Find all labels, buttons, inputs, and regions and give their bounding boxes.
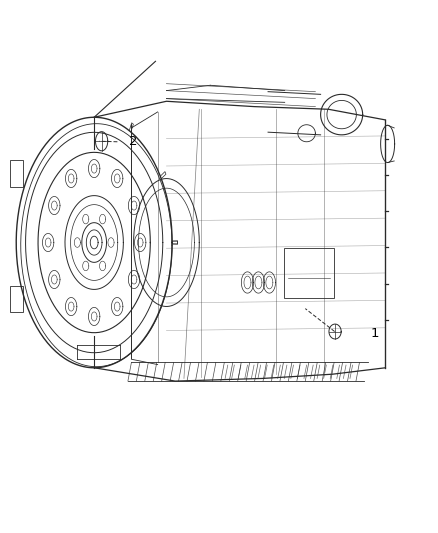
Text: 1: 1 (370, 327, 378, 340)
Text: 2: 2 (129, 135, 138, 148)
